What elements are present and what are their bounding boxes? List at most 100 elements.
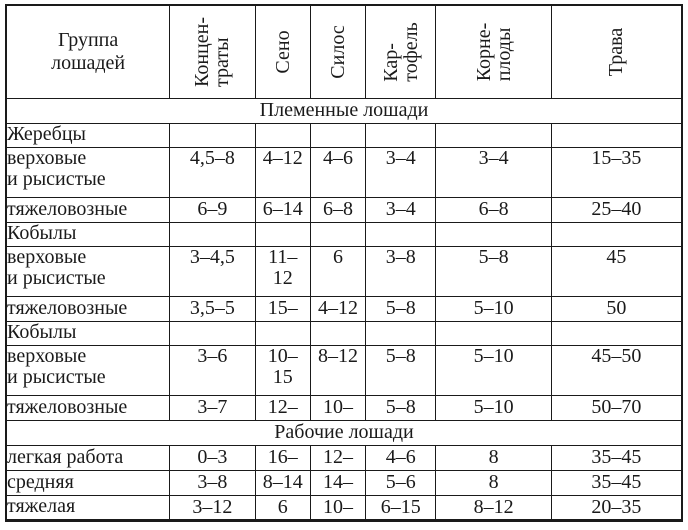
cell-hay: 15– <box>254 295 311 322</box>
header-row: Группа лошадей Концен- траты Сено Силос … <box>5 4 683 99</box>
cell-hay: 6 <box>254 494 311 521</box>
empty-cell <box>365 320 437 346</box>
cell-silage: 12– <box>309 444 367 471</box>
group-row-mares-1: Кобылы <box>5 221 683 247</box>
cell-concentrates: 3–8 <box>169 469 256 496</box>
column-header-roots-label: Корне- плоды <box>472 22 515 82</box>
cell-roots: 5–10 <box>435 344 552 396</box>
data-row: тяжеловозные 3–7 12– 10– 5–8 5–10 50–70 <box>5 394 683 421</box>
cell-potato: 6–15 <box>365 494 437 521</box>
column-header-grass-label: Трава <box>605 27 628 76</box>
cell-concentrates: 3,5–5 <box>169 295 256 322</box>
cell-silage: 14– <box>309 469 367 496</box>
group-label-stallions: Жеребцы <box>5 122 171 148</box>
data-row: легкая работа 0–3 16– 12– 4–6 8 35–45 <box>5 444 683 471</box>
section-title-breeding: Племенные лошади <box>5 97 683 124</box>
data-row: верховые и рысистые 3–4,5 11– 12 6 3–8 5… <box>5 245 683 297</box>
cell-roots: 5–10 <box>435 295 552 322</box>
cell-potato: 5–8 <box>365 394 437 421</box>
section-row-breeding: Племенные лошади <box>5 97 683 124</box>
cell-grass: 35–45 <box>550 469 683 496</box>
cell-roots: 8–12 <box>435 494 552 521</box>
column-header-potato: Кар- тофель <box>365 4 437 99</box>
cell-silage: 4–12 <box>309 295 367 322</box>
cell-silage: 10– <box>309 394 367 421</box>
empty-cell <box>550 221 683 247</box>
cell-concentrates: 0–3 <box>169 444 256 471</box>
row-label: тяжелая <box>5 494 171 521</box>
empty-cell <box>365 122 437 148</box>
empty-cell <box>550 320 683 346</box>
row-label: верховые и рысистые <box>5 344 171 396</box>
empty-cell <box>435 122 552 148</box>
cell-silage: 4–6 <box>309 146 367 198</box>
empty-cell <box>169 320 256 346</box>
empty-cell <box>365 221 437 247</box>
empty-cell <box>254 221 311 247</box>
cell-roots: 8 <box>435 469 552 496</box>
empty-cell <box>309 320 367 346</box>
cell-silage: 10– <box>309 494 367 521</box>
column-header-silage-label: Силос <box>326 25 349 79</box>
cell-potato: 3–8 <box>365 245 437 297</box>
cell-concentrates: 3–4,5 <box>169 245 256 297</box>
cell-silage: 6–8 <box>309 196 367 223</box>
empty-cell <box>254 320 311 346</box>
cell-roots: 5–8 <box>435 245 552 297</box>
group-label-mares: Кобылы <box>5 320 171 346</box>
section-row-working: Рабочие лошади <box>5 419 683 446</box>
empty-cell <box>550 122 683 148</box>
cell-hay: 8–14 <box>254 469 311 496</box>
cell-concentrates: 3–6 <box>169 344 256 396</box>
data-row: верховые и рысистые 3–6 10– 15 8–12 5–8 … <box>5 344 683 396</box>
cell-roots: 8 <box>435 444 552 471</box>
cell-grass: 35–45 <box>550 444 683 471</box>
row-label: верховые и рысистые <box>5 146 171 198</box>
section-title-working: Рабочие лошади <box>5 419 683 446</box>
cell-potato: 4–6 <box>365 444 437 471</box>
row-label: легкая работа <box>5 444 171 471</box>
cell-grass: 20–35 <box>550 494 683 521</box>
empty-cell <box>309 122 367 148</box>
data-row: тяжеловозные 6–9 6–14 6–8 3–4 6–8 25–40 <box>5 196 683 223</box>
column-header-roots: Корне- плоды <box>435 4 552 99</box>
row-label: тяжеловозные <box>5 295 171 322</box>
group-row-stallions: Жеребцы <box>5 122 683 148</box>
row-label: верховые и рысистые <box>5 245 171 297</box>
column-header-silage: Силос <box>309 4 367 99</box>
cell-hay: 12– <box>254 394 311 421</box>
cell-grass: 25–40 <box>550 196 683 223</box>
cell-hay: 4–12 <box>254 146 311 198</box>
column-header-concentrates-label: Концен- траты <box>191 16 234 87</box>
data-row: тяжелая 3–12 6 10– 6–15 8–12 20–35 <box>5 494 683 521</box>
group-row-mares-2: Кобылы <box>5 320 683 346</box>
cell-silage: 8–12 <box>309 344 367 396</box>
column-header-hay-label: Сено <box>271 30 294 74</box>
empty-cell <box>435 320 552 346</box>
cell-grass: 15–35 <box>550 146 683 198</box>
data-row: средняя 3–8 8–14 14– 5–6 8 35–45 <box>5 469 683 496</box>
cell-silage: 6 <box>309 245 367 297</box>
cell-potato: 5–6 <box>365 469 437 496</box>
cell-hay: 6–14 <box>254 196 311 223</box>
cell-concentrates: 3–7 <box>169 394 256 421</box>
cell-potato: 5–8 <box>365 344 437 396</box>
group-label-mares: Кобылы <box>5 221 171 247</box>
row-label: средняя <box>5 469 171 496</box>
empty-cell <box>169 221 256 247</box>
cell-grass: 50 <box>550 295 683 322</box>
column-header-group: Группа лошадей <box>5 4 171 99</box>
cell-hay: 16– <box>254 444 311 471</box>
data-row: верховые и рысистые 4,5–8 4–12 4–6 3–4 3… <box>5 146 683 198</box>
cell-roots: 3–4 <box>435 146 552 198</box>
data-row: тяжеловозные 3,5–5 15– 4–12 5–8 5–10 50 <box>5 295 683 322</box>
cell-potato: 3–4 <box>365 196 437 223</box>
row-label: тяжеловозные <box>5 196 171 223</box>
cell-concentrates: 6–9 <box>169 196 256 223</box>
empty-cell <box>435 221 552 247</box>
cell-grass: 50–70 <box>550 394 683 421</box>
cell-grass: 45–50 <box>550 344 683 396</box>
column-header-concentrates: Концен- траты <box>169 4 256 99</box>
column-header-potato-label: Кар- тофель <box>379 22 422 82</box>
cell-roots: 5–10 <box>435 394 552 421</box>
